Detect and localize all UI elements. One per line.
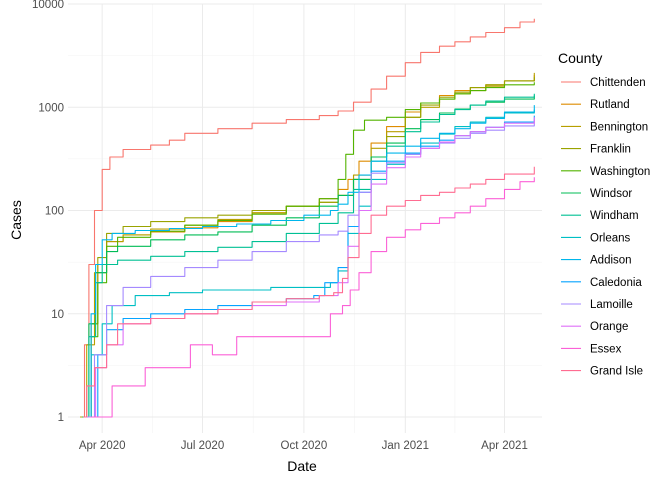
legend-label: Chittenden [590, 77, 646, 89]
legend-label: Washington [590, 166, 650, 178]
y-tick-label: 10000 [32, 0, 64, 11]
series-line-washington [86, 82, 535, 418]
y-tick-label: 100 [45, 206, 64, 218]
series-line-addison [84, 105, 535, 418]
legend-label: Franklin [590, 144, 631, 156]
y-tick-label: 10 [51, 309, 64, 321]
series-line-orange [88, 117, 535, 418]
series-line-grand-isle [83, 166, 535, 418]
legend-title: County [558, 50, 602, 66]
legend-label: Caledonia [590, 277, 642, 289]
series-line-windsor [82, 95, 535, 418]
x-axis-title: Date [287, 458, 317, 474]
legend-label: Essex [590, 343, 622, 355]
series-line-chittenden [80, 18, 535, 418]
x-tick-label: Jul 2020 [181, 440, 224, 452]
legend-label: Bennington [590, 121, 648, 133]
legend-label: Grand Isle [590, 366, 643, 378]
legend-label: Orleans [590, 232, 631, 244]
legend-label: Windham [590, 210, 639, 222]
legend-label: Orange [590, 321, 628, 333]
y-tick-label: 1000 [38, 102, 64, 114]
x-tick-label: Jan 2021 [382, 440, 429, 452]
series-line-orleans [83, 109, 535, 418]
legend-label: Windsor [590, 188, 632, 200]
x-tick-label: Apr 2021 [481, 440, 528, 452]
y-axis-ticks: 1 10 100 1000 10000 [32, 0, 64, 424]
legend-label: Addison [590, 255, 632, 267]
x-tick-label: Apr 2020 [79, 440, 126, 452]
y-tick-label: 1 [58, 412, 64, 424]
series-line-lamoille [86, 119, 535, 418]
legend: County Chittenden Rutland Bennington Frankl… [558, 50, 650, 378]
legend-label: Lamoille [590, 299, 633, 311]
x-tick-label: Oct 2020 [281, 440, 328, 452]
series-line-windham [84, 93, 535, 418]
series-line-essex [91, 177, 535, 418]
y-axis-title: Cases [8, 200, 24, 240]
grid [68, 3, 542, 433]
x-axis-ticks: Apr 2020 Jul 2020 Oct 2020 Jan 2021 Apr 2021 [79, 440, 528, 452]
series-line-caledonia [88, 115, 535, 418]
series-lines [80, 18, 535, 418]
legend-label: Rutland [590, 99, 630, 111]
